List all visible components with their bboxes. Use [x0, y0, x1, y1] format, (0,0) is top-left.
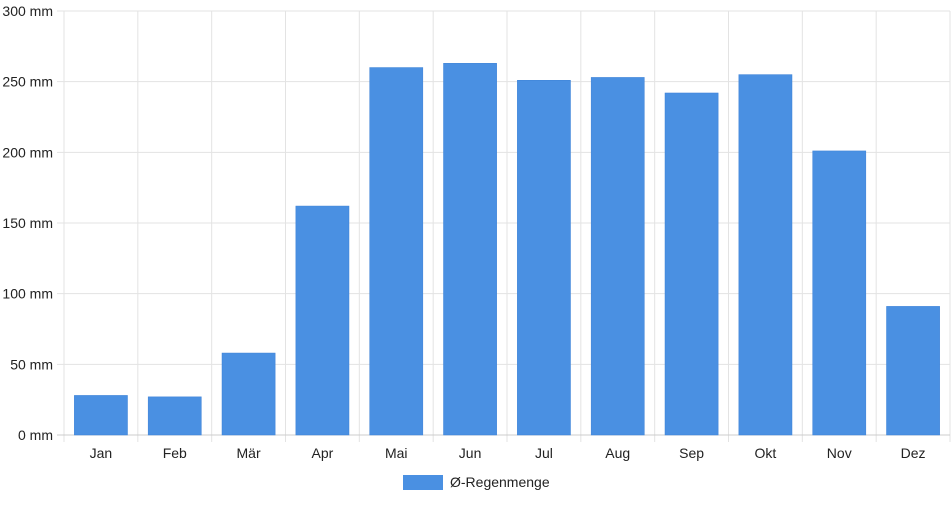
x-tick-label: Dez — [901, 445, 926, 461]
bar-Jul — [517, 80, 571, 436]
bar-Jun — [443, 63, 497, 436]
bar-Dez — [886, 306, 940, 436]
bar-Aug — [590, 77, 645, 436]
x-tick-label: Jul — [535, 445, 553, 461]
bar-Jan — [74, 395, 128, 436]
x-tick-label: Jun — [459, 445, 482, 461]
y-tick-label: 50 mm — [10, 356, 53, 372]
bar-Nov — [812, 150, 867, 436]
x-tick-label: Jan — [90, 445, 113, 461]
bar-Apr — [295, 205, 350, 436]
y-tick-label: 100 mm — [2, 286, 53, 302]
x-tick-label: Aug — [605, 445, 630, 461]
legend: Ø-Regenmenge — [403, 474, 550, 490]
bar-Mär — [221, 352, 276, 436]
x-tick-label: Mär — [237, 445, 261, 461]
bar-Mai — [369, 67, 424, 436]
legend-swatch — [403, 475, 443, 490]
y-tick-label: 0 mm — [18, 427, 53, 443]
x-tick-label: Apr — [312, 445, 334, 461]
x-tick-label: Feb — [163, 445, 187, 461]
bar-Okt — [738, 74, 793, 436]
x-tick-label: Mai — [385, 445, 408, 461]
y-tick-label: 300 mm — [2, 3, 53, 19]
x-tick-label: Okt — [755, 445, 777, 461]
x-tick-label: Sep — [679, 445, 704, 461]
y-tick-label: 250 mm — [2, 74, 53, 90]
bar-Feb — [147, 396, 202, 436]
y-tick-label: 200 mm — [2, 144, 53, 160]
y-tick-label: 150 mm — [2, 215, 53, 231]
x-tick-label: Nov — [827, 445, 852, 461]
legend-label: Ø-Regenmenge — [450, 474, 550, 490]
bar-Sep — [664, 92, 719, 436]
